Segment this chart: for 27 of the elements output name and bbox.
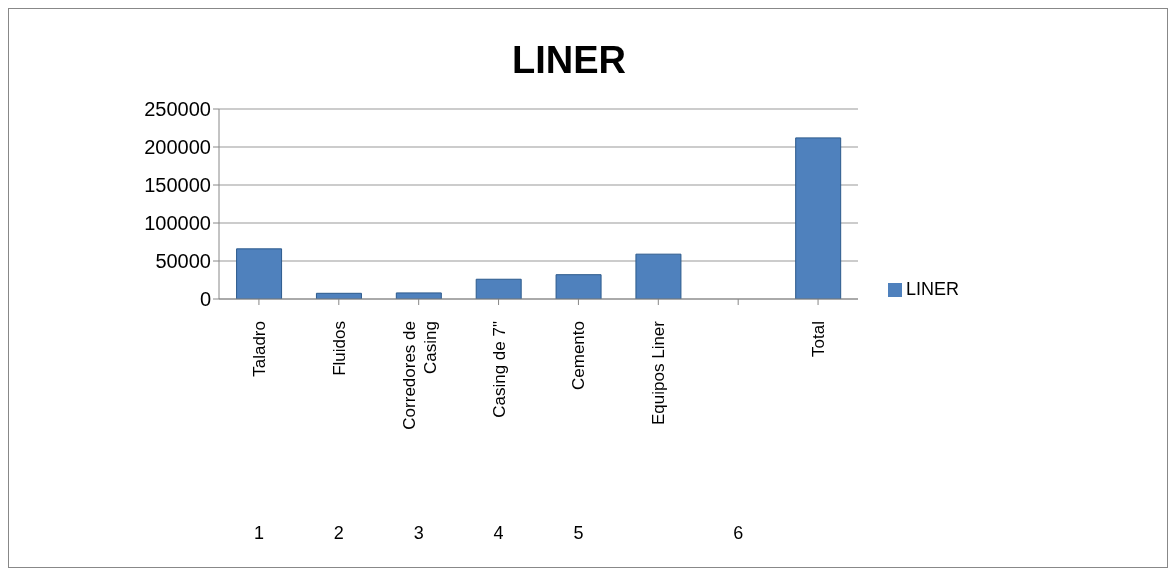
y-tick-label: 0 <box>199 288 211 311</box>
bar <box>475 278 522 299</box>
text: 3 <box>413 523 424 543</box>
x-tick-label: Equipos Liner <box>649 320 669 425</box>
bar <box>236 248 283 299</box>
x-tick-label: Fluidos <box>329 321 349 376</box>
x-tick-label: Cemento <box>569 321 589 390</box>
text: 1 <box>253 523 264 543</box>
bar <box>635 253 682 299</box>
text: 2 <box>333 523 344 543</box>
bar <box>795 137 842 299</box>
bar <box>395 292 442 299</box>
y-tick-label: 200000 <box>144 136 211 159</box>
x-tick-label: Taladro <box>249 321 269 377</box>
bar <box>555 274 602 299</box>
text: 6 <box>733 523 744 543</box>
x-tick-label: Total <box>809 321 829 357</box>
legend-label: LINER <box>905 278 959 299</box>
y-tick-label: 250000 <box>144 98 211 121</box>
text: 5 <box>573 523 584 543</box>
y-tick-label: 50000 <box>155 250 211 273</box>
text: 4 <box>493 523 504 543</box>
y-tick-label: 100000 <box>144 212 211 235</box>
x-tick-label: Casing de 7" <box>489 321 509 418</box>
y-tick-label: 150000 <box>144 174 211 197</box>
x-tick-label: Corredores de Casing <box>399 321 440 430</box>
chart-title: LINER <box>511 39 627 82</box>
